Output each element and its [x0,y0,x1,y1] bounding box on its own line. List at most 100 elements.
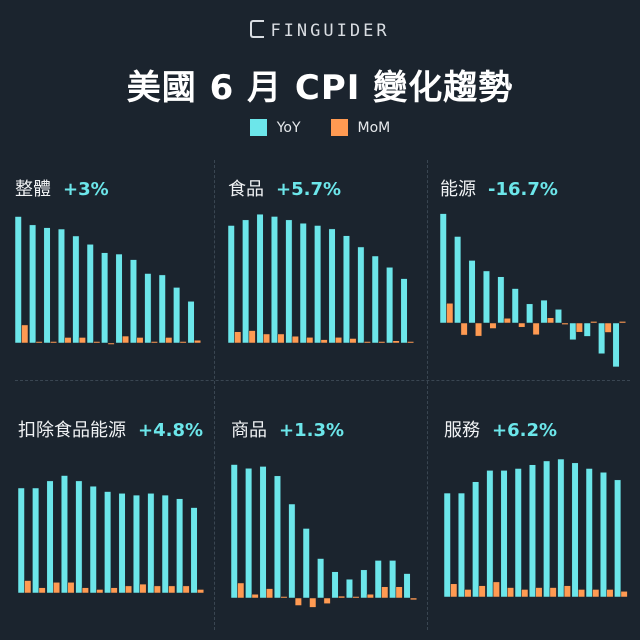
mom-bar [464,589,472,598]
panel-label: 能源 [440,179,476,200]
mom-bar [547,317,555,324]
yoy-bar [86,244,94,344]
yoy-bar [314,225,322,344]
mom-bar [237,582,245,599]
mom-bar [110,587,118,594]
mom-bar [168,585,176,594]
bar-chart [228,213,415,344]
yoy-bar [104,491,112,594]
yoy-bar [554,309,562,324]
yoy-bar [242,219,250,344]
mom-bar [349,338,357,344]
yoy-bar [612,322,620,368]
yoy-bar [598,322,606,355]
yoy-bar [331,571,339,599]
mom-bar [535,587,543,598]
yoy-bar [115,253,123,344]
yoy-bar [360,569,368,599]
mom-bar [475,322,483,337]
mom-bar [507,587,515,598]
panel-value: +4.8% [138,420,204,441]
panel-label: 食品 [228,179,264,200]
yoy-bar [472,481,480,598]
mom-bar [518,322,526,328]
yoy-bar [500,470,508,598]
yoy-bar [118,493,126,594]
mom-bar [96,589,104,594]
yoy-bar [440,213,447,324]
yoy-bar [557,458,565,598]
yoy-bar [43,227,51,344]
yoy-bar [173,287,181,344]
yoy-bar [176,498,184,594]
yoy-bar [599,472,607,598]
yoy-bar [101,252,109,344]
chart-legend: YoY MoM [0,119,640,136]
yoy-bar [389,560,397,599]
yoy-bar [386,267,394,344]
divider-horizontal [15,380,630,381]
mom-bar [366,593,374,599]
mom-bar [67,582,75,594]
yoy-bar [528,464,536,598]
mom-swatch-icon [330,119,348,136]
mom-bar [352,596,360,599]
mom-bar [460,322,468,336]
yoy-bar [132,494,140,594]
mom-bar [575,322,583,333]
yoy-bar [583,322,591,337]
yoy-bar [614,479,622,598]
yoy-bar [543,460,551,598]
bar-chart [15,216,202,345]
panel-value: +3% [63,179,109,200]
mom-bar [153,585,161,594]
mom-bar [492,581,500,598]
yoy-bar [187,301,195,344]
chart-panel-energy: 能源 -16.7% [440,175,640,395]
mom-bar [93,341,101,344]
legend-label: MoM [357,119,391,136]
yoy-bar [400,278,408,344]
mom-bar [294,597,302,606]
mom-bar [53,582,61,594]
mom-bar [197,589,205,594]
yoy-bar [15,216,22,344]
mom-bar [381,586,389,599]
chart-panel-goods: 商品 +1.3% [231,416,431,636]
mom-bar [182,585,190,594]
mom-bar [165,337,173,344]
yoy-bar [32,487,40,594]
panel-label: 商品 [231,420,267,441]
mom-bar [306,337,314,344]
yoy-bar [161,494,169,594]
panel-value: +5.7% [276,179,342,200]
yoy-bar [444,492,451,598]
mom-bar [234,331,242,344]
mom-bar [549,587,557,598]
yoy-bar [18,487,25,594]
mom-bar [407,341,415,344]
yoy-bar [371,255,379,344]
chart-panel-overall: 整體 +3% [15,175,215,395]
panel-value: +6.2% [492,420,558,441]
mom-bar [323,597,331,604]
mom-bar [35,341,43,344]
mom-bar [248,330,256,344]
mom-bar [378,341,386,344]
mom-bar [107,342,115,345]
brand-name: FINGUIDER [270,21,390,41]
mom-bar [24,580,32,594]
yoy-bar [129,259,137,344]
yoy-bar [302,528,310,599]
yoy-bar [158,274,166,344]
yoy-bar [454,236,462,324]
yoy-bar [328,228,336,344]
bar-chart [440,213,627,368]
mom-bar [592,589,600,598]
mom-bar [150,341,158,344]
divider-vertical [214,160,215,630]
mom-bar [335,337,343,344]
yoy-bar [245,468,253,599]
mom-bar [81,587,89,594]
mom-bar [578,589,586,598]
